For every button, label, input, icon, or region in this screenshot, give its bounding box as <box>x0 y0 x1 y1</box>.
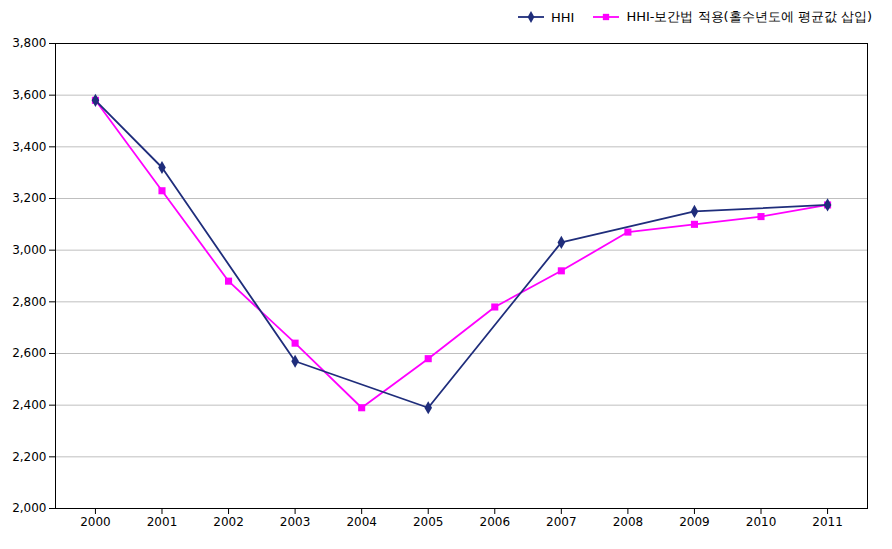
svg-text:2,800: 2,800 <box>12 295 46 309</box>
svg-text:2006: 2006 <box>480 515 511 529</box>
svg-text:3,200: 3,200 <box>12 191 46 205</box>
svg-text:2,600: 2,600 <box>12 346 46 360</box>
html-text:HHI: HHI <box>551 9 575 25</box>
svg-text:2010: 2010 <box>746 515 777 529</box>
svg-text:2,200: 2,200 <box>12 450 46 464</box>
svg-text:2002: 2002 <box>213 515 244 529</box>
svg-text:2004: 2004 <box>346 515 377 529</box>
svg-text:2007: 2007 <box>546 515 577 529</box>
svg-text:2009: 2009 <box>679 515 710 529</box>
svg-text:3,400: 3,400 <box>12 140 46 154</box>
svg-text:2008: 2008 <box>613 515 644 529</box>
svg-text:2003: 2003 <box>280 515 311 529</box>
svg-text:3,000: 3,000 <box>12 243 46 257</box>
svg-text:3,600: 3,600 <box>12 88 46 102</box>
svg-text:2000: 2000 <box>80 515 111 529</box>
svg-text:2,000: 2,000 <box>12 501 46 515</box>
html-text:HHI-보간법 적용(홀수년도에 평균값 삽입): HHI-보간법 적용(홀수년도에 평균값 삽입) <box>626 9 872 24</box>
svg-text:2011: 2011 <box>812 515 843 529</box>
svg-text:2,400: 2,400 <box>12 398 46 412</box>
svg-text:2005: 2005 <box>413 515 444 529</box>
svg-text:2001: 2001 <box>147 515 178 529</box>
svg-text:3,800: 3,800 <box>12 36 46 50</box>
